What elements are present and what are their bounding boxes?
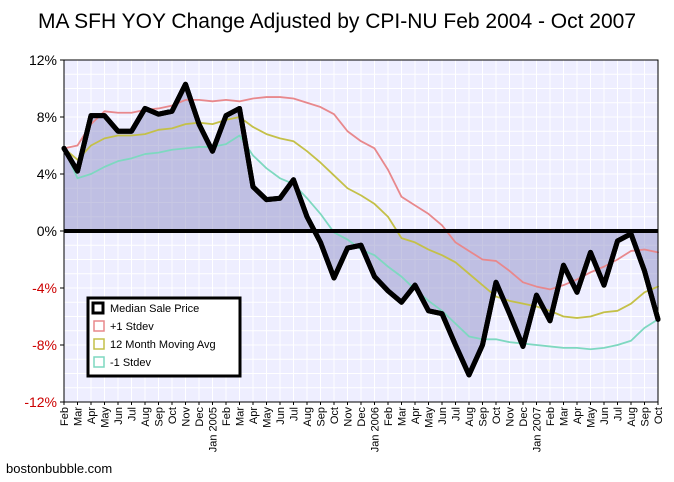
footer-credit: bostonbubble.com [6, 461, 113, 476]
legend-swatch [91, 301, 105, 315]
x-tick-label: Feb [59, 407, 71, 426]
median-area-fill [64, 84, 658, 375]
moving-avg-line [63, 116, 659, 319]
x-tick-label: Mar [559, 407, 571, 426]
x-tick-label: Nov [505, 407, 517, 427]
zero-line-layer [61, 81, 661, 378]
x-tick-label: Jun [113, 407, 125, 425]
x-tick-label: Feb [383, 407, 395, 426]
y-axis: 12% 8% 4% 0% -4% -8% -12% [24, 52, 64, 410]
chart-title: MA SFH YOY Change Adjusted by CPI-NU Feb… [37, 10, 637, 33]
x-tick-label: Dec [356, 407, 368, 427]
x-tick-label: Oct [329, 407, 341, 424]
x-tick-label: Jun [437, 407, 449, 425]
x-tick-label: Apr [248, 407, 260, 424]
x-tick-label: Aug [626, 407, 638, 427]
legend-swatch [93, 356, 105, 368]
x-tick-label: Sep [316, 407, 328, 427]
x-tick-label: Sep [640, 407, 652, 427]
x-tick-label: May [424, 407, 436, 428]
x-tick-label: Aug [140, 407, 152, 427]
area-layer [64, 84, 658, 375]
median-sale-price-line-top [61, 81, 661, 378]
legend-swatch [93, 320, 105, 332]
x-tick-label: Mar [73, 407, 85, 426]
y-tick-label: -4% [32, 280, 57, 296]
legend-swatch [93, 338, 105, 350]
x-tick-label: May [586, 407, 598, 428]
x-tick-label: Jun [275, 407, 287, 425]
legend-entry-plus-stdev: +1 Stdev [110, 321, 154, 333]
x-tick-label: Aug [302, 407, 314, 427]
x-tick-label: Jan 2005 [208, 407, 220, 452]
x-tick-label: Feb [221, 407, 233, 426]
x-tick-label: Jul [289, 407, 301, 421]
y-tick-label: 0% [37, 223, 57, 239]
y-tick-label: 8% [37, 109, 57, 125]
x-tick-label: Jul [127, 407, 139, 421]
x-tick-label: Feb [545, 407, 557, 426]
x-tick-label: Apr [410, 407, 422, 424]
x-tick-label: Oct [491, 407, 503, 424]
x-tick-label: Aug [464, 407, 476, 427]
x-tick-label: Sep [154, 407, 166, 427]
x-tick-label: Oct [167, 407, 179, 424]
x-tick-label: Jul [613, 407, 625, 421]
y-tick-label: -8% [32, 337, 57, 353]
x-tick-label: May [100, 407, 112, 428]
legend: Median Sale Price +1 Stdev 12 Month Moving… [86, 296, 242, 378]
x-tick-label: Oct [653, 407, 665, 424]
y-tick-label: 12% [29, 52, 57, 68]
x-tick-label: May [262, 407, 274, 428]
x-tick-label: Jul [451, 407, 463, 421]
legend-box [86, 296, 242, 378]
x-axis: Feb Mar Apr May Jun Jul Aug Sep Oct Nov Dec Jan 200… [59, 402, 665, 452]
legend-entry-median: Median Sale Price [110, 303, 199, 315]
x-tick-label: Jan 2007 [532, 407, 544, 452]
x-tick-label: Dec [518, 407, 530, 427]
x-tick-label: Apr [86, 407, 98, 424]
x-tick-label: Apr [572, 407, 584, 424]
x-tick-label: Sep [478, 407, 490, 427]
x-tick-label: Dec [194, 407, 206, 427]
x-tick-label: Nov [343, 407, 355, 427]
x-tick-label: Nov [181, 407, 193, 427]
legend-entry-moving-avg: 12 Month Moving Avg [110, 339, 216, 351]
x-tick-label: Jan 2006 [370, 407, 382, 452]
x-tick-label: Jun [599, 407, 611, 425]
y-tick-label: 4% [37, 166, 57, 182]
x-tick-label: Mar [397, 407, 409, 426]
x-tick-label: Mar [235, 407, 247, 426]
y-tick-label: -12% [24, 394, 57, 410]
legend-entry-minus-stdev: -1 Stdev [110, 357, 151, 369]
